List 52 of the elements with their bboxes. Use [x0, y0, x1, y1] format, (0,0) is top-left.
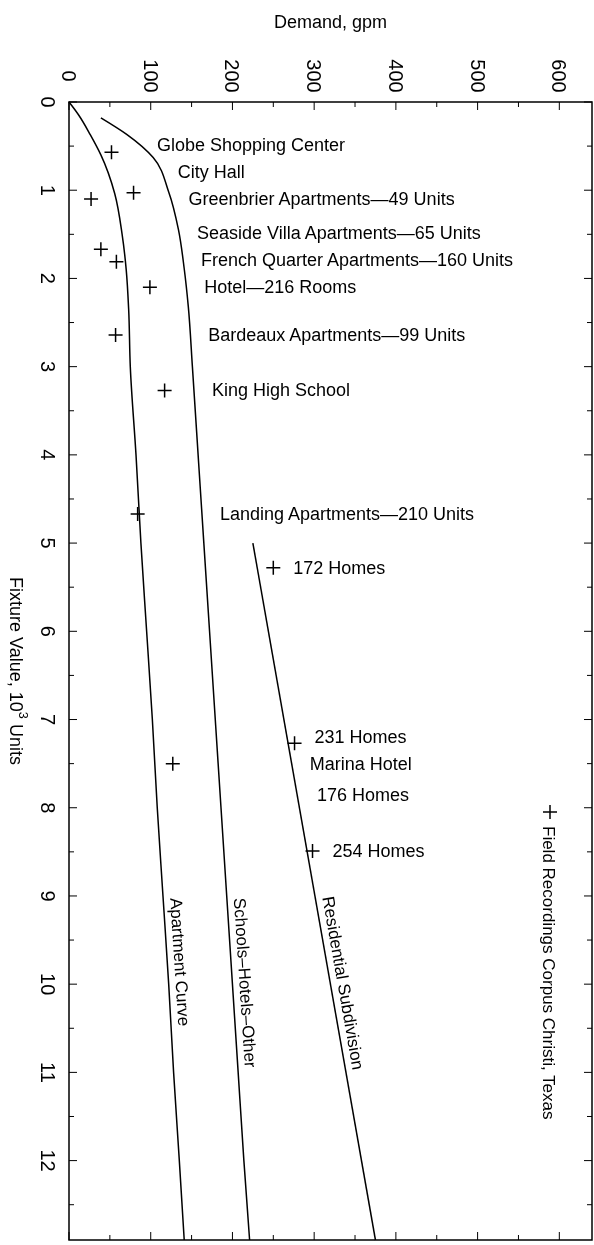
x-tick-label: 300 [303, 59, 326, 93]
y-tick-label: 8 [37, 802, 59, 814]
point [265, 560, 282, 576]
annotation: King High School [211, 380, 351, 401]
annotation: Marina Hotel [309, 753, 412, 774]
point [304, 843, 321, 859]
x-tick-label: 200 [221, 59, 244, 93]
y-tick-label: 4 [37, 449, 59, 461]
x-tick-label: 100 [139, 59, 162, 93]
y-tick-label: 5 [37, 537, 59, 549]
point [156, 382, 173, 399]
point [125, 185, 142, 201]
point [107, 327, 124, 343]
x-axis-title: Demand, gpm [273, 12, 388, 32]
x-tick-label: 0 [58, 70, 80, 82]
annotation: 176 Homes [317, 784, 410, 805]
annotation: 254 Homes [332, 840, 425, 861]
annotation: Globe Shopping Center [156, 135, 346, 156]
annotation: French Quarter Apartments—160 Units [200, 250, 514, 271]
point [93, 241, 109, 258]
y-tick-label: 0 [37, 96, 59, 108]
point [286, 735, 303, 752]
annotation: Seaside Villa Apartments—65 Units [197, 223, 481, 244]
point [129, 506, 146, 522]
annotation: 172 Homes [293, 557, 386, 578]
annotation: 231 Homes [314, 726, 407, 747]
annotation: Landing Apartments—210 Units [219, 503, 475, 524]
point [142, 279, 158, 296]
y-tick-label: 6 [37, 625, 59, 637]
annotation: Bardeaux Apartments—99 Units [208, 324, 466, 345]
y-tick-label: 1 [37, 184, 59, 196]
y-tick-label: 2 [37, 272, 59, 284]
y-tick-label: 3 [37, 361, 59, 373]
point [165, 755, 181, 772]
y-tick-label: 12 [37, 1149, 59, 1172]
y-tick-label: 10 [37, 973, 59, 996]
y-tick-label: 7 [37, 713, 59, 726]
x-tick-label: 600 [548, 59, 571, 93]
point [103, 144, 120, 161]
point [83, 191, 99, 207]
text: Apartment Curve [166, 897, 194, 1027]
point [108, 253, 125, 270]
annotation: Greenbrier Apartments—49 Units [188, 189, 455, 210]
annotation: Hotel—216 Rooms [204, 277, 357, 298]
text: Schools–Hotels–Other [229, 897, 260, 1069]
annotation: City Hall [177, 162, 245, 183]
legend-label: Field Recordings Corpus Christi, Texas [539, 826, 558, 1120]
y-tick-label: 9 [37, 890, 59, 902]
x-tick-label: 500 [466, 59, 489, 93]
y-tick-label: 11 [37, 1062, 59, 1083]
text: Residential Subdivision [318, 894, 368, 1072]
x-tick-label: 400 [384, 59, 407, 93]
